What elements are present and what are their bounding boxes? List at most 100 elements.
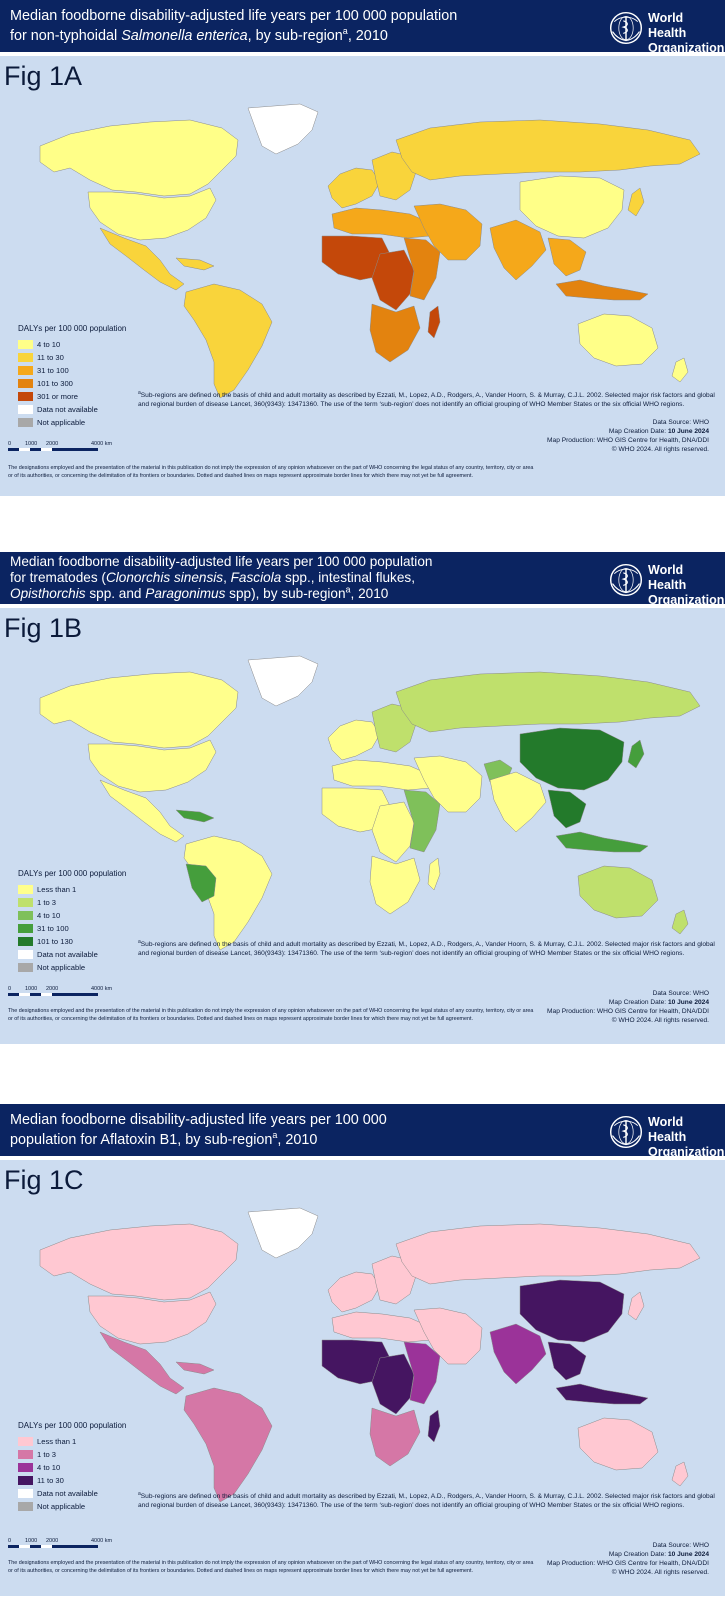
scale-line bbox=[8, 993, 98, 996]
region-north-america bbox=[87, 187, 217, 241]
figure-label: Fig 1A bbox=[4, 61, 83, 91]
region-east-africa bbox=[403, 789, 441, 853]
legend-swatch bbox=[18, 366, 33, 375]
who-wordmark: World Health Organization bbox=[648, 1115, 725, 1159]
region-southeast-asia bbox=[547, 1341, 587, 1381]
legend-swatch bbox=[18, 911, 33, 920]
legend-swatch bbox=[18, 924, 33, 933]
region-mexico-central bbox=[99, 1331, 185, 1395]
scale-bar: 0 1000 2000 4000 km bbox=[8, 986, 118, 1000]
map-area: Fig 1C DALYs per 100 000 population Less … bbox=[0, 1160, 725, 1596]
region-north-america bbox=[87, 739, 217, 793]
legend-swatch bbox=[18, 885, 33, 894]
legend-item: 101 to 130 bbox=[18, 935, 126, 948]
legend-label: 4 to 10 bbox=[37, 911, 61, 920]
legend-label: Data not available bbox=[37, 950, 98, 959]
legend-item: 31 to 100 bbox=[18, 364, 126, 377]
legend-item: Less than 1 bbox=[18, 1435, 126, 1448]
who-wordmark: World Health Organization bbox=[648, 563, 725, 607]
map-legend: DALYs per 100 000 population Less than 1 1… bbox=[18, 1420, 126, 1513]
map-credits: Data Source: WHO Map Creation Date: 10 Ju… bbox=[509, 989, 709, 1025]
region-new-zealand bbox=[671, 909, 689, 935]
footnote: aSub-regions are defined on the basis of… bbox=[138, 939, 715, 958]
legend-item: 1 to 3 bbox=[18, 896, 126, 909]
legend-item: Data not available bbox=[18, 403, 126, 416]
scale-label: 0 bbox=[8, 1538, 12, 1544]
legend-swatch bbox=[18, 963, 33, 972]
legend-label: 4 to 10 bbox=[37, 1463, 61, 1472]
disclaimer: The designations employed and the presen… bbox=[8, 1560, 534, 1574]
legend-label: 1 to 3 bbox=[37, 898, 56, 907]
region-mexico-central bbox=[99, 227, 185, 291]
region-east-africa bbox=[403, 1341, 441, 1405]
legend-item: 1 to 3 bbox=[18, 1448, 126, 1461]
region-china bbox=[519, 727, 625, 791]
legend-label: 301 or more bbox=[37, 392, 78, 401]
region-south-asia bbox=[489, 771, 547, 833]
scale-label: 1000 bbox=[25, 441, 38, 447]
region-eastern-europe bbox=[371, 151, 417, 201]
who-logo: World Health Organization bbox=[608, 560, 724, 607]
title-line-2: population for Aflatoxin B1, by sub-regi… bbox=[10, 1130, 318, 1148]
legend-item: 101 to 300 bbox=[18, 377, 126, 390]
legend-item: Less than 1 bbox=[18, 883, 126, 896]
region-china bbox=[519, 1279, 625, 1343]
scale-segment bbox=[41, 993, 52, 996]
who-logo: World Health Organization bbox=[608, 8, 724, 55]
region-middle-east bbox=[413, 203, 483, 261]
world-map bbox=[39, 1207, 701, 1503]
scale-labels: 0 1000 2000 4000 km bbox=[8, 441, 118, 447]
region-peru-bolivia bbox=[185, 863, 217, 903]
region-australia bbox=[577, 865, 659, 919]
scale-segment bbox=[19, 1545, 30, 1548]
region-madagascar bbox=[427, 1409, 441, 1443]
map-credits: Data Source: WHO Map Creation Date: 10 Ju… bbox=[509, 418, 709, 454]
scale-label: 4000 km bbox=[91, 986, 113, 992]
title-line-2: for non-typhoidal Salmonella enterica, b… bbox=[10, 26, 388, 44]
legend-swatch bbox=[18, 950, 33, 959]
region-middle-east bbox=[413, 755, 483, 813]
world-map bbox=[39, 655, 701, 951]
legend-item: 301 or more bbox=[18, 390, 126, 403]
title-line-1: Median foodborne disability-adjusted lif… bbox=[10, 8, 458, 24]
creation-date: 10 June 2024 bbox=[667, 999, 709, 1006]
figure-panel-a: Median foodborne disability-adjusted lif… bbox=[0, 0, 725, 500]
scale-segment bbox=[19, 448, 30, 451]
map-title: Median foodborne disability-adjusted lif… bbox=[10, 1110, 480, 1150]
figure-panel-b: Median foodborne disability-adjusted lif… bbox=[0, 552, 725, 1048]
region-central-africa bbox=[371, 801, 415, 863]
title-line-3: Opisthorchis spp. and Paragonimus spp), … bbox=[10, 584, 389, 601]
region-central-africa bbox=[371, 249, 415, 311]
map-legend: DALYs per 100 000 population Less than 1 1… bbox=[18, 868, 126, 974]
who-emblem-icon bbox=[609, 563, 643, 597]
legend-swatch bbox=[18, 1489, 33, 1498]
scale-label: 1000 bbox=[25, 1538, 38, 1544]
region-russia bbox=[395, 1223, 701, 1285]
region-greenland bbox=[247, 655, 319, 707]
region-north-america bbox=[87, 1291, 217, 1345]
footnote: aSub-regions are defined on the basis of… bbox=[138, 1491, 715, 1510]
scale-label: 2000 bbox=[46, 986, 59, 992]
legend-label: 11 to 30 bbox=[37, 353, 64, 362]
region-western-europe bbox=[327, 719, 381, 761]
region-japan bbox=[627, 739, 645, 769]
region-mexico-central bbox=[99, 779, 185, 843]
region-north-africa bbox=[331, 1311, 431, 1343]
map-legend: DALYs per 100 000 population 4 to 10 11 to… bbox=[18, 323, 126, 429]
map-title: Median foodborne disability-adjusted lif… bbox=[10, 554, 480, 602]
legend-label: 31 to 100 bbox=[37, 366, 69, 375]
scale-segment bbox=[41, 448, 52, 451]
region-russia bbox=[395, 671, 701, 733]
legend-item: Not applicable bbox=[18, 416, 126, 429]
who-emblem-icon bbox=[609, 1115, 643, 1149]
legend-item: 11 to 30 bbox=[18, 351, 126, 364]
footnote: aSub-regions are defined on the basis of… bbox=[138, 390, 715, 409]
legend-item: 4 to 10 bbox=[18, 1461, 126, 1474]
legend-swatch bbox=[18, 1463, 33, 1472]
legend-swatch bbox=[18, 937, 33, 946]
title-line-2: for trematodes (Clonorchis sinensis, Fas… bbox=[10, 570, 415, 585]
legend-label: Less than 1 bbox=[37, 885, 77, 894]
legend-label: Not applicable bbox=[37, 1502, 86, 1511]
region-middle-east bbox=[413, 1307, 483, 1365]
region-indonesia bbox=[555, 1383, 649, 1405]
